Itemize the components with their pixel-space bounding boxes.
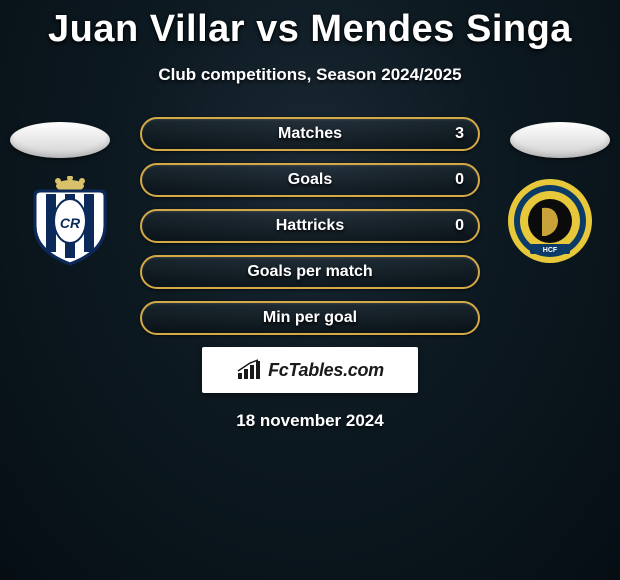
stat-label: Goals: [288, 171, 332, 189]
date-label: 18 november 2024: [0, 411, 620, 431]
subtitle: Club competitions, Season 2024/2025: [0, 65, 620, 85]
stat-value-right: 0: [455, 171, 464, 189]
branding-text: FcTables.com: [268, 360, 384, 381]
stat-row-goals: Goals 0: [140, 163, 480, 197]
chart-icon: [236, 359, 262, 381]
svg-text:CR: CR: [60, 215, 81, 231]
stat-label: Hattricks: [276, 217, 344, 235]
page-title: Juan Villar vs Mendes Singa: [0, 0, 620, 51]
player-photo-right: [510, 122, 610, 158]
club-badge-left: CR: [20, 176, 120, 266]
player-photo-left: [10, 122, 110, 158]
stat-row-matches: Matches 3: [140, 117, 480, 151]
stats-list: Matches 3 Goals 0 Hattricks 0 Goals per …: [140, 117, 480, 335]
svg-text:HCF: HCF: [543, 247, 558, 254]
stat-label: Min per goal: [263, 309, 357, 327]
stat-label: Goals per match: [247, 263, 372, 281]
stat-value-right: 0: [455, 217, 464, 235]
stat-row-goals-per-match: Goals per match: [140, 255, 480, 289]
stat-label: Matches: [278, 125, 342, 143]
stat-row-hattricks: Hattricks 0: [140, 209, 480, 243]
stat-row-min-per-goal: Min per goal: [140, 301, 480, 335]
branding-badge: FcTables.com: [202, 347, 418, 393]
club-badge-right: HCF: [500, 176, 600, 266]
stat-value-right: 3: [455, 125, 464, 143]
